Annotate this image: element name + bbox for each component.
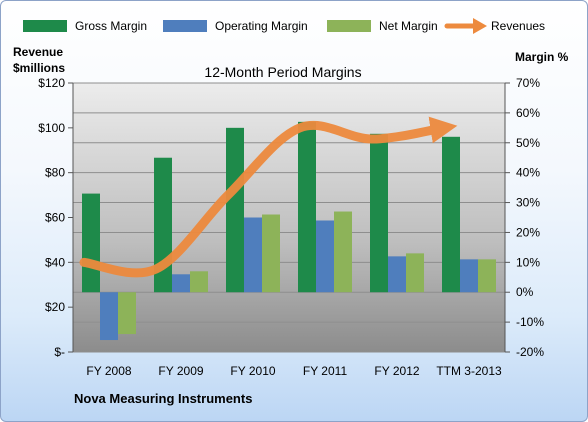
legend-arrow-icon bbox=[473, 18, 487, 34]
legend-label: Revenues bbox=[491, 19, 545, 33]
bar-gross-margin bbox=[442, 136, 460, 293]
left-axis-tick-label: $80 bbox=[45, 166, 65, 180]
bar-operating-margin bbox=[460, 259, 478, 293]
bar-net-margin bbox=[190, 271, 208, 293]
right-axis-tick-label: 20% bbox=[516, 225, 540, 239]
right-axis-tick-label: 60% bbox=[516, 106, 540, 120]
right-axis-tick-label: -20% bbox=[516, 345, 544, 359]
right-axis-label: Margin % bbox=[515, 50, 569, 64]
left-axis-tick-label: $100 bbox=[38, 121, 65, 135]
legend-label: Gross Margin bbox=[75, 19, 147, 33]
bar-gross-margin bbox=[370, 133, 388, 293]
category-label: FY 2009 bbox=[158, 364, 203, 378]
left-axis-tick-label: $60 bbox=[45, 211, 65, 225]
bar-operating-margin bbox=[316, 220, 334, 293]
legend-swatch bbox=[163, 20, 207, 32]
bar-net-margin bbox=[478, 259, 496, 293]
bar-net-margin bbox=[118, 292, 136, 335]
bar-operating-margin bbox=[388, 256, 406, 293]
revenue-line bbox=[79, 116, 458, 278]
bar-net-margin bbox=[262, 214, 280, 293]
category-label: FY 2008 bbox=[86, 364, 131, 378]
legend-label: Operating Margin bbox=[215, 19, 308, 33]
category-label: FY 2010 bbox=[230, 364, 275, 378]
bar-net-margin bbox=[334, 211, 352, 293]
axes: -20% -10% 0% 10% 20% 30% 40% 50% 60% 70% $- $20 $40 $… bbox=[38, 76, 544, 378]
legend: Gross Margin Operating Margin Net Margin Re… bbox=[23, 18, 545, 34]
bar-gross-margin bbox=[82, 193, 100, 293]
bar-gross-margin bbox=[226, 127, 244, 293]
left-axis-tick-label: $120 bbox=[38, 76, 65, 90]
right-axis-tick-label: -10% bbox=[516, 315, 544, 329]
left-axis-tick-label: $- bbox=[54, 345, 65, 359]
right-axis-tick-label: 70% bbox=[516, 76, 540, 90]
legend-swatch bbox=[327, 20, 371, 32]
left-axis-label-line1: Revenue bbox=[13, 45, 63, 59]
category-label: FY 2011 bbox=[303, 364, 348, 378]
right-axis-tick-label: 50% bbox=[516, 136, 540, 150]
bar-operating-margin bbox=[244, 217, 262, 293]
left-axis-tick-label: $40 bbox=[45, 255, 65, 269]
company-name: Nova Measuring Instruments bbox=[74, 391, 252, 406]
bar-series bbox=[82, 121, 496, 341]
chart-title: 12-Month Period Margins bbox=[204, 64, 361, 80]
bar-gross-margin bbox=[298, 121, 316, 293]
left-axis-tick-label: $20 bbox=[45, 300, 65, 314]
right-axis-tick-label: 0% bbox=[516, 285, 534, 299]
legend-swatch bbox=[23, 20, 67, 32]
bar-net-margin bbox=[406, 253, 424, 293]
right-axis-tick-label: 30% bbox=[516, 196, 540, 210]
right-axis-tick-label: 40% bbox=[516, 166, 540, 180]
right-axis-tick-label: 10% bbox=[516, 255, 540, 269]
legend-label: Net Margin bbox=[379, 19, 438, 33]
gridlines bbox=[73, 82, 505, 353]
category-label: TTM 3-2013 bbox=[436, 364, 502, 378]
category-label: FY 2012 bbox=[374, 364, 419, 378]
plot-area bbox=[72, 82, 506, 353]
bar-operating-margin bbox=[100, 292, 118, 341]
bar-operating-margin bbox=[172, 274, 190, 293]
left-axis-label-line2: $millions bbox=[13, 61, 65, 75]
revenue-line-path bbox=[79, 116, 458, 278]
